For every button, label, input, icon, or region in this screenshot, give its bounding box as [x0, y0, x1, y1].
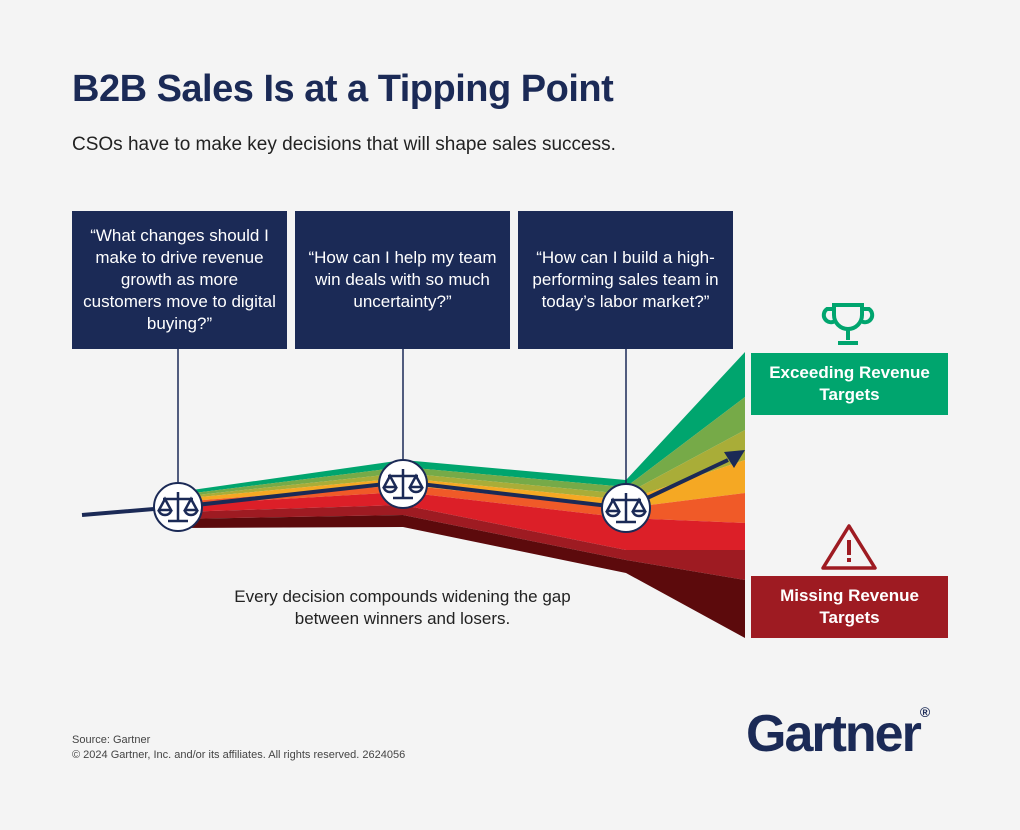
exceeding-revenue-targets-label: Exceeding Revenue Targets	[751, 353, 948, 415]
scales-icon	[153, 482, 203, 532]
warning-icon	[821, 524, 877, 570]
scales-icon	[378, 459, 428, 509]
outcome-band-6	[178, 492, 745, 550]
page-title: B2B Sales Is at a Tipping Point	[72, 68, 614, 110]
logo-text: Gartner	[746, 705, 922, 763]
question-box-uncertainty: “How can I help my team win deals with s…	[295, 211, 510, 349]
outcome-band-7	[178, 505, 745, 580]
arrow-head	[724, 450, 745, 468]
outcome-band-8	[178, 515, 745, 638]
gartner-logo: Gartner®	[746, 704, 931, 763]
copyright-text: © 2024 Gartner, Inc. and/or its affiliat…	[72, 749, 406, 761]
outcome-band-1	[178, 352, 745, 495]
outcome-band-3	[178, 430, 745, 500]
page-subtitle: CSOs have to make key decisions that wil…	[72, 134, 616, 155]
question-box-labor-market: “How can I build a high-performing sales…	[518, 211, 733, 349]
outcome-band-4	[178, 460, 745, 508]
trophy-icon	[821, 303, 875, 345]
diagram-caption: Every decision compounds widening the ga…	[234, 587, 571, 628]
scales-icon	[601, 483, 651, 533]
footer-source: Source: Gartner © 2024 Gartner, Inc. and…	[72, 733, 405, 763]
outcome-band-2	[178, 397, 745, 497]
source-text: Source: Gartner	[72, 734, 151, 746]
missing-revenue-targets-label: Missing Revenue Targets	[751, 576, 948, 638]
question-box-digital-buying: “What changes should I make to drive rev…	[72, 211, 287, 349]
